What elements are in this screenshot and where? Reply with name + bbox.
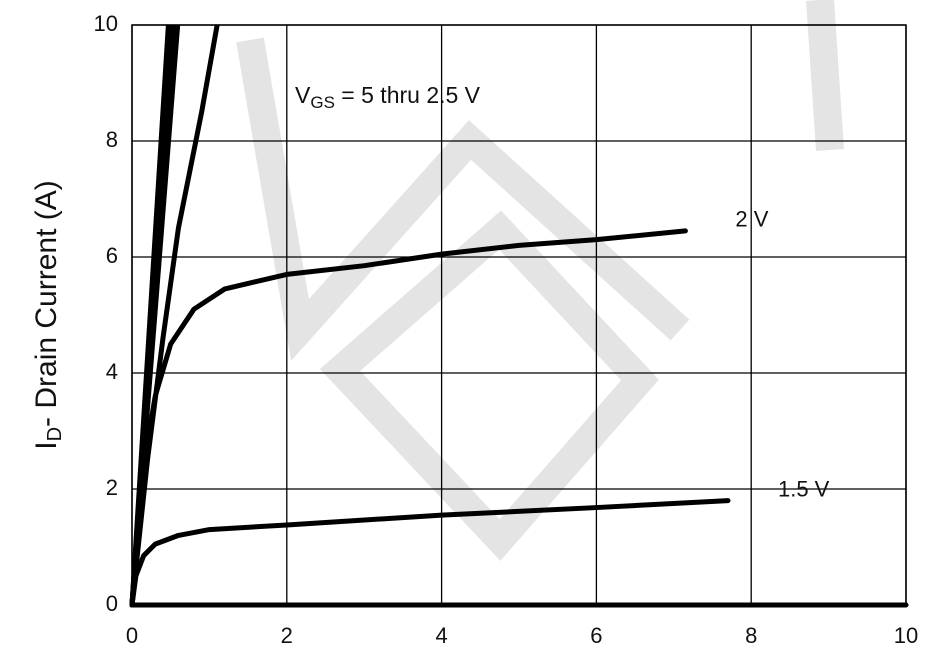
annotation-sub: GS bbox=[310, 93, 335, 112]
y-label-sub: D bbox=[44, 427, 66, 441]
y-tick-label: 4 bbox=[106, 359, 118, 384]
y-tick-label: 6 bbox=[106, 243, 118, 268]
x-tick-label: 8 bbox=[745, 623, 757, 648]
x-tick-label: 2 bbox=[281, 623, 293, 648]
y-label-main: I bbox=[30, 441, 63, 449]
y-tick-label: 8 bbox=[106, 127, 118, 152]
annotation-main: V bbox=[295, 82, 311, 108]
y-tick-label: 2 bbox=[106, 475, 118, 500]
curve-label: 2 V bbox=[735, 207, 768, 232]
x-tick-label: 0 bbox=[126, 623, 138, 648]
y-label-rest: - Drain Current (A) bbox=[30, 180, 63, 427]
annotation: VGS = 5 thru 2.5 V bbox=[295, 82, 481, 112]
y-tick-label: 0 bbox=[106, 591, 118, 616]
annotation-rest: = 5 thru 2.5 V bbox=[335, 82, 481, 108]
y-axis-label: ID- Drain Current (A) bbox=[30, 180, 66, 450]
curve bbox=[129, 228, 688, 608]
curve bbox=[129, 498, 731, 608]
curve bbox=[129, 25, 220, 608]
y-tick-label: 10 bbox=[94, 11, 118, 36]
x-tick-label: 4 bbox=[435, 623, 447, 648]
x-tick-label: 6 bbox=[590, 623, 602, 648]
x-tick-label: 10 bbox=[894, 623, 918, 648]
curve-label: 1.5 V bbox=[778, 476, 830, 501]
